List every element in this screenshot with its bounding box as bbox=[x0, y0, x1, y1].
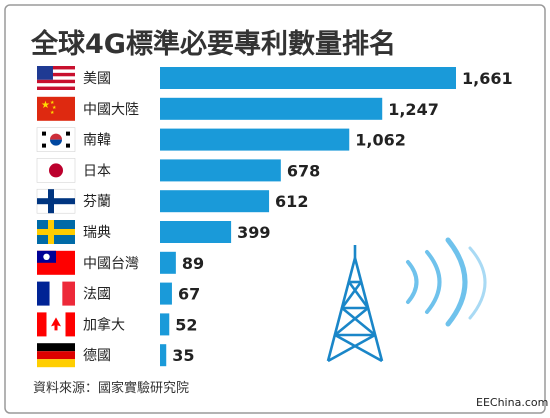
bar bbox=[160, 251, 176, 274]
category-label: 中國台灣 bbox=[83, 256, 139, 272]
japan-flag-icon bbox=[36, 158, 76, 183]
value-label: 612 bbox=[275, 192, 308, 211]
value-label: 1,247 bbox=[388, 100, 439, 119]
value-label: 1,062 bbox=[355, 131, 406, 150]
credit-text: EEChina.com bbox=[476, 396, 548, 409]
category-label: 美國 bbox=[83, 71, 111, 87]
signal-waves-icon bbox=[406, 237, 487, 327]
svg-text:★: ★ bbox=[52, 105, 57, 111]
category-label: 加拿大 bbox=[83, 316, 125, 333]
us-flag-icon bbox=[37, 66, 75, 90]
bar bbox=[160, 128, 350, 151]
value-label: 678 bbox=[287, 161, 320, 180]
category-label: 中國大陸 bbox=[83, 102, 139, 118]
svg-text:★: ★ bbox=[41, 100, 50, 111]
value-label: 52 bbox=[175, 315, 197, 334]
value-label: 67 bbox=[178, 285, 200, 304]
bar bbox=[160, 190, 270, 213]
bar bbox=[160, 221, 232, 243]
china-flag-icon: ★ ★★★ bbox=[37, 96, 75, 121]
chart-title: 全球4G標準必要專利數量排名 bbox=[30, 28, 396, 60]
canada-flag-icon bbox=[37, 312, 75, 337]
bar bbox=[160, 159, 281, 182]
finland-flag-icon bbox=[36, 188, 76, 214]
bar bbox=[160, 67, 456, 89]
chart-frame bbox=[4, 4, 546, 414]
france-flag-icon bbox=[37, 281, 75, 306]
category-label: 法國 bbox=[83, 287, 111, 303]
bar bbox=[160, 97, 383, 120]
source-note: 資料來源：國家實驗研究院 bbox=[33, 380, 189, 396]
bar bbox=[160, 313, 170, 336]
value-label: 89 bbox=[182, 254, 204, 273]
value-label: 35 bbox=[172, 346, 194, 365]
taiwan-flag-icon bbox=[37, 250, 75, 275]
bar bbox=[160, 282, 172, 305]
value-label: 1,661 bbox=[462, 69, 513, 88]
category-label: 瑞典 bbox=[83, 225, 111, 241]
category-label: 南韓 bbox=[83, 133, 111, 149]
cell-tower-icon bbox=[326, 245, 384, 363]
south-korea-flag-icon bbox=[36, 127, 76, 152]
germany-flag-icon bbox=[37, 343, 75, 368]
value-label: 399 bbox=[237, 223, 270, 242]
category-label: 日本 bbox=[83, 163, 111, 179]
svg-text:★: ★ bbox=[50, 100, 55, 106]
bar bbox=[160, 344, 167, 367]
svg-text:★: ★ bbox=[50, 110, 55, 116]
sweden-flag-icon bbox=[37, 220, 75, 244]
category-label: 芬蘭 bbox=[83, 194, 111, 210]
category-label: 德國 bbox=[83, 348, 111, 364]
